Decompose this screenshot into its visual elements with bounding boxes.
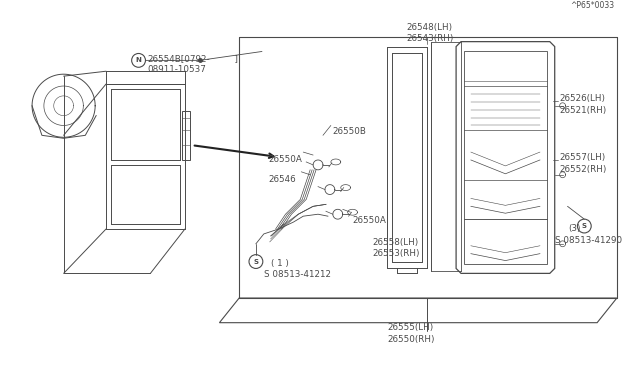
- Text: 26546: 26546: [269, 175, 296, 184]
- Text: 26555(LH): 26555(LH): [387, 323, 433, 332]
- Text: S 08513-41290: S 08513-41290: [555, 236, 622, 245]
- Text: 26552(RH): 26552(RH): [559, 165, 607, 174]
- Text: 26521(RH): 26521(RH): [559, 106, 607, 115]
- Text: 26554B[0792-: 26554B[0792-: [147, 54, 210, 64]
- Text: ^P65*0033: ^P65*0033: [570, 1, 614, 10]
- Text: (3): (3): [568, 224, 581, 233]
- Text: 26550A: 26550A: [353, 216, 387, 225]
- Text: 08911-10537: 08911-10537: [147, 65, 206, 74]
- Text: S: S: [582, 223, 587, 229]
- Text: ]: ]: [229, 54, 238, 64]
- Text: N: N: [136, 57, 141, 63]
- Text: 26558(LH): 26558(LH): [372, 238, 419, 247]
- Text: ( 1 ): ( 1 ): [271, 259, 289, 267]
- Text: 26550A: 26550A: [269, 155, 303, 164]
- Text: S: S: [253, 259, 259, 264]
- Text: 26526(LH): 26526(LH): [559, 94, 605, 103]
- Text: 26550(RH): 26550(RH): [387, 334, 435, 343]
- Text: 26557(LH): 26557(LH): [559, 153, 606, 162]
- Text: S 08513-41212: S 08513-41212: [264, 270, 331, 279]
- Text: 26548(LH): 26548(LH): [407, 23, 453, 32]
- Text: 26543(RH): 26543(RH): [407, 34, 454, 43]
- Text: 26550B: 26550B: [333, 128, 367, 137]
- Text: 26553(RH): 26553(RH): [372, 249, 420, 258]
